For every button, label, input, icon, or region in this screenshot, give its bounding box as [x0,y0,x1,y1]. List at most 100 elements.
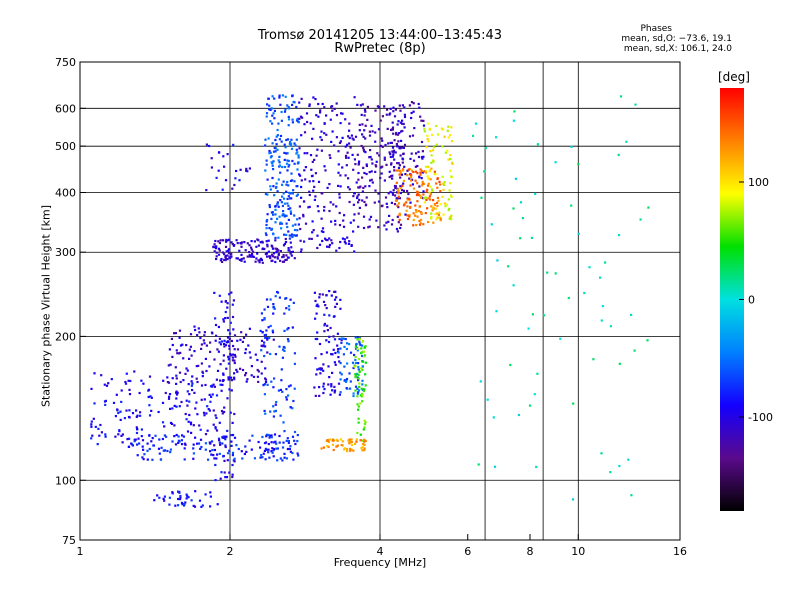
data-point [419,115,422,118]
data-point [270,161,273,164]
data-point [396,204,399,207]
data-point [333,338,337,341]
data-point [340,337,343,340]
data-point [435,143,438,146]
data-point [269,324,272,328]
data-point [154,434,157,437]
data-point [276,128,279,132]
data-point [325,439,328,442]
data-point [217,437,221,440]
data-point [290,172,293,175]
data-point [279,103,282,106]
data-point [358,340,361,343]
data-point [170,337,173,340]
data-point [219,383,222,386]
data-point [256,368,259,372]
colorbar-tick-label: -100 [748,411,773,424]
data-point [285,457,288,460]
data-point [527,327,530,330]
data-point [91,434,94,437]
data-point [352,366,355,370]
data-point [278,138,281,141]
data-point [330,220,333,223]
data-point [337,382,341,385]
data-point [213,385,216,388]
data-point [237,447,240,451]
data-point [146,458,149,461]
data-point [233,353,236,357]
data-point [352,394,355,398]
data-point [249,356,252,359]
data-point [190,384,193,387]
data-point [229,411,232,414]
data-point [420,211,423,214]
data-point [393,158,396,161]
data-point [256,358,259,362]
data-point [346,450,349,453]
data-point [328,438,331,441]
data-point [175,382,178,385]
data-point [161,401,165,404]
data-point [360,347,363,350]
data-point [417,209,420,213]
data-point [357,417,360,420]
data-point [415,193,419,197]
data-point [313,158,316,161]
data-point [179,498,182,501]
data-point [273,433,277,436]
data-point [210,440,214,443]
data-point [223,345,226,348]
data-point [439,219,442,222]
data-point [288,163,291,166]
data-point [361,449,364,452]
data-point [263,449,266,452]
data-point [493,465,497,468]
data-point [220,409,224,413]
data-point [214,323,218,327]
data-point [148,414,152,417]
data-point [399,191,402,195]
data-point [278,155,281,158]
data-point [431,133,434,136]
data-point [326,239,329,242]
data-point [383,156,386,159]
data-point [201,370,204,373]
data-point [220,389,223,392]
data-point [265,433,268,436]
data-point [412,212,415,215]
data-point [128,437,131,440]
data-point [446,129,449,132]
data-point [385,228,388,231]
data-point [153,499,156,502]
data-point [300,134,303,137]
data-point [289,141,292,144]
data-point [361,133,364,136]
data-point [402,152,405,156]
data-point [421,150,424,153]
data-point [175,397,178,400]
x-tick-label: 10 [571,545,585,558]
data-point [298,205,301,208]
data-point [368,130,371,133]
data-point [236,348,240,351]
data-point [285,258,288,261]
data-point [215,457,218,460]
data-point [348,442,351,445]
data-point [442,128,445,131]
data-point [349,449,352,452]
data-point [290,192,293,195]
data-point [287,440,290,443]
data-point [397,206,400,209]
data-point [328,237,331,240]
data-point [360,367,363,370]
data-point [167,397,171,400]
data-point [309,154,313,157]
data-point [317,180,321,183]
data-point [272,455,275,458]
data-point [314,299,317,303]
data-point [393,139,396,142]
data-point [357,379,360,382]
data-point [308,180,311,183]
data-point [226,316,229,319]
